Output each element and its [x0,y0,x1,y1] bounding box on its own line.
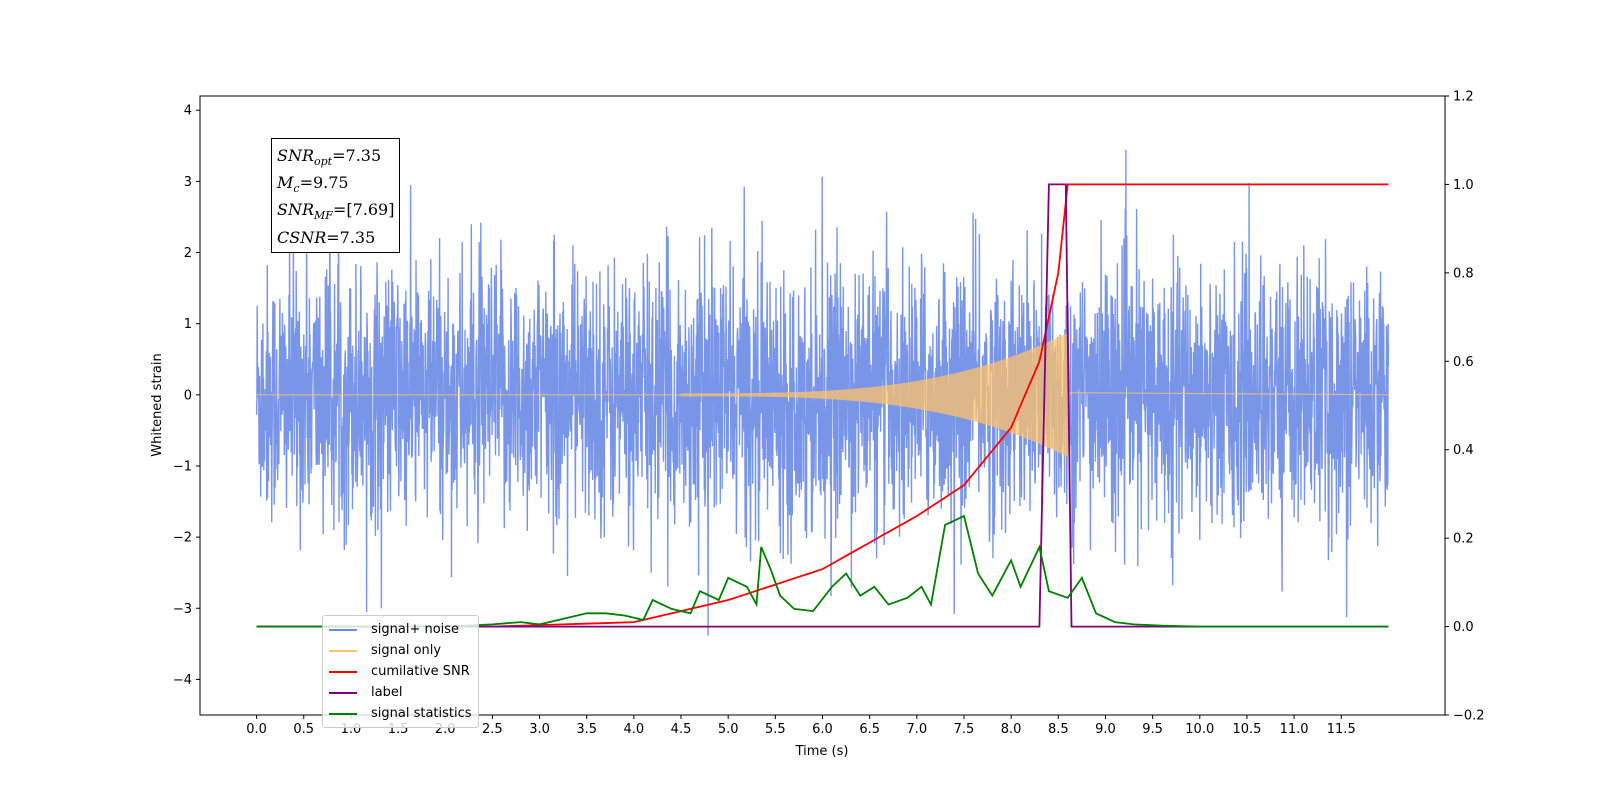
legend-item: signal only [329,640,472,661]
series-label-line [256,183,1389,628]
info-value: =9.75 [299,173,349,193]
legend-swatch [329,670,357,673]
info-value: =7.35 [326,227,376,247]
info-value: =[7.69] [332,200,395,220]
info-row: CSNR=7.35 [277,227,394,248]
x-tick-label: 6.5 [859,722,880,737]
y-axis-label: Whitened strain [150,353,165,456]
info-row: SNRopt=7.35 [277,145,394,172]
y2-tick-label: 1.2 [1453,90,1474,105]
info-subscript: opt [314,155,333,169]
y-tick-label: −1 [173,459,192,474]
y2-tick-label: 0.2 [1453,532,1474,547]
info-value: =7.35 [332,146,382,165]
x-tick-label: 10.5 [1232,722,1261,737]
legend-swatch [329,628,357,631]
x-tick-label: 0.5 [293,722,314,737]
legend-item: signal+ noise [329,619,472,640]
legend-swatch [329,691,357,694]
x-tick-label: 8.5 [1048,722,1069,737]
info-row: SNRMF=[7.69] [277,199,394,226]
chart-marks [255,149,1390,636]
info-row: Mc=9.75 [277,172,394,199]
y2-tick-label: −0.2 [1453,709,1485,724]
x-axis: 0.0 0.5 1.0 1.5 2.0 2.5 3.0 3.5 4.0 4.5 5.0 5.5 6.0 6… [246,715,1356,737]
x-tick-label: 9.5 [1142,722,1163,737]
x-tick-label: 4.5 [671,722,692,737]
legend-label: label [371,685,403,700]
info-subscript: c [293,182,300,196]
x-tick-label: 4.0 [624,722,645,737]
y-tick-label: 4 [184,104,192,119]
x-tick-label: 6.0 [812,722,833,737]
x-tick-label: 9.0 [1095,722,1116,737]
legend-swatch [329,649,357,652]
y-tick-label: 1 [184,317,192,332]
legend-label: signal+ noise [371,622,460,637]
x-tick-label: 3.5 [576,722,597,737]
x-tick-label: 7.5 [954,722,975,737]
x-tick-label: 3.0 [529,722,550,737]
x-tick-label: 0.0 [246,722,267,737]
info-symbol: CSNR [277,227,327,247]
series-signal-only-line [256,332,1389,457]
x-tick-label: 5.5 [765,722,786,737]
legend-swatch [329,712,357,715]
series-signal-statistics-line [256,514,1389,628]
legend: signal+ noise signal only cumilative SNR la… [322,615,479,728]
legend-label: signal statistics [371,706,472,721]
x-axis-label: Time (s) [795,744,849,759]
info-symbol: SNR [277,200,315,220]
y-tick-label: 2 [184,246,192,261]
legend-item: cumilative SNR [329,661,472,682]
x-tick-label: 5.0 [718,722,739,737]
x-tick-label: 11.5 [1327,722,1356,737]
legend-label: cumilative SNR [371,664,470,679]
info-symbol: M [277,173,294,193]
y-tick-label: 0 [184,388,192,403]
y-tick-label: −2 [173,531,192,546]
y2-tick-label: 0.6 [1453,355,1474,370]
x-tick-label: 8.0 [1001,722,1022,737]
y2-tick-label: 0.8 [1453,266,1474,281]
y-tick-label: −4 [173,673,192,688]
x-tick-label: 7.0 [906,722,927,737]
info-symbol: SNR [277,146,315,165]
legend-item: signal statistics [329,703,472,724]
y2-tick-label: 0.4 [1453,443,1474,458]
y2-tick-label: 0.0 [1453,620,1474,635]
legend-label: signal only [371,643,442,658]
y-tick-label: −3 [173,602,192,617]
x-tick-label: 11.0 [1280,722,1309,737]
x-tick-label: 2.5 [482,722,503,737]
y-axis-right: 1.2 1.0 0.8 0.6 0.4 0.2 0.0 −0.2 [1445,90,1485,724]
y2-tick-label: 1.0 [1453,178,1474,193]
snr-info-box: SNRopt=7.35 Mc=9.75 SNRMF=[7.69] CSNR=7.35 [271,138,401,253]
y-tick-label: 3 [184,175,192,190]
x-tick-label: 10.0 [1185,722,1214,737]
y-axis-left: 4 3 2 1 0 −1 −2 −3 −4 [173,104,200,688]
series-cumulative-snr-line [256,183,1389,628]
info-subscript: MF [314,209,333,223]
legend-item: label [329,682,472,703]
